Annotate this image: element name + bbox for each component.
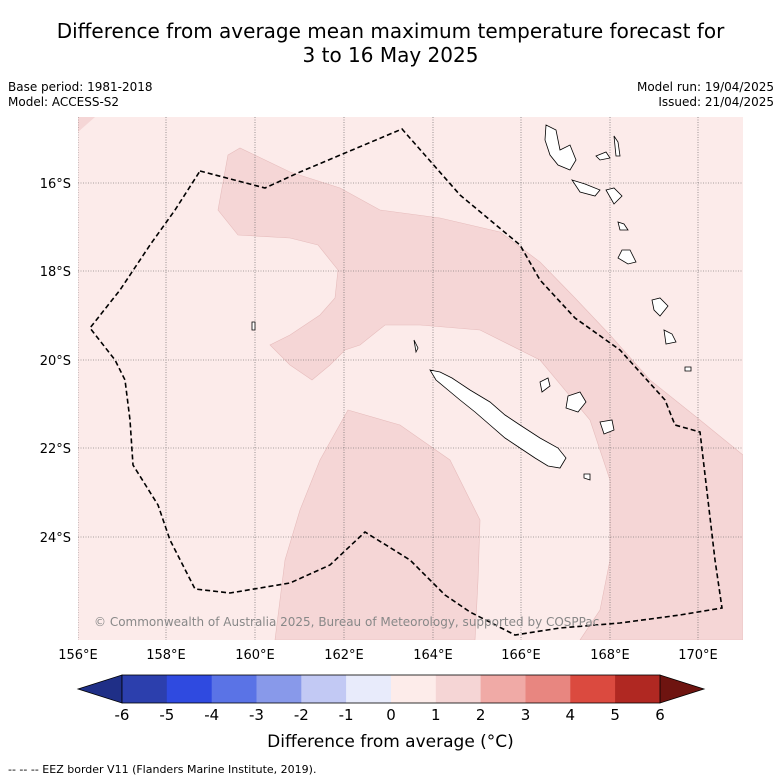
map-plot-area bbox=[78, 117, 743, 640]
colorbar: -6 -5 -4 -3 -2 -1 0 1 2 3 4 5 6 bbox=[76, 674, 706, 724]
colorbar-tick-label: -5 bbox=[159, 706, 174, 724]
colorbar-title: Difference from average (°C) bbox=[267, 732, 514, 752]
base-period: Base period: 1981-2018 bbox=[8, 80, 153, 94]
colorbar-segment bbox=[211, 675, 257, 703]
anomaly-patch-nw bbox=[78, 117, 95, 132]
lon-label-158: 158°E bbox=[146, 648, 186, 663]
colorbar-segment bbox=[346, 675, 392, 703]
map-title: Difference from average mean maximum tem… bbox=[0, 19, 781, 67]
graticule bbox=[78, 117, 743, 640]
lon-label-168: 168°E bbox=[590, 648, 630, 663]
isle-of-pines bbox=[583, 473, 591, 481]
eez-legend-footer: -- -- -- EEZ border V11 (Flanders Marine… bbox=[8, 763, 317, 776]
colorbar-segment bbox=[435, 675, 481, 703]
colorbar-tick-label: -3 bbox=[249, 706, 264, 724]
colorbar-arrow-low bbox=[76, 674, 123, 704]
colorbar-segment bbox=[391, 675, 437, 703]
ouvea-island bbox=[539, 377, 551, 393]
lat-label-24: 24°S bbox=[40, 531, 71, 546]
lat-label-22: 22°S bbox=[40, 442, 71, 457]
meta-right: Model run: 19/04/2025 Issued: 21/04/2025 bbox=[637, 80, 774, 110]
model-run: Model run: 19/04/2025 bbox=[636, 80, 774, 94]
vanuatu-islands bbox=[544, 124, 692, 372]
colorbar-tick-label: 6 bbox=[655, 706, 665, 724]
anomaly-band-north bbox=[217, 147, 743, 640]
lon-label-162: 162°E bbox=[324, 648, 364, 663]
colorbar-segment bbox=[615, 675, 661, 703]
colorbar-segment bbox=[122, 675, 168, 703]
colorbar-arrow-high bbox=[659, 674, 706, 704]
colorbar-tick-label: 3 bbox=[521, 706, 531, 724]
lat-label-18: 18°S bbox=[40, 265, 71, 280]
lon-label-160: 160°E bbox=[235, 648, 275, 663]
colorbar-tick-label: -2 bbox=[294, 706, 309, 724]
colorbar-segment bbox=[256, 675, 302, 703]
colorbar-tick-label: 5 bbox=[610, 706, 620, 724]
title-line-1: Difference from average mean maximum tem… bbox=[56, 19, 725, 43]
colorbar-tick-label: 4 bbox=[566, 706, 576, 724]
lat-label-20: 20°S bbox=[40, 354, 71, 369]
colorbar-segment bbox=[480, 675, 526, 703]
colorbar-segment bbox=[166, 675, 212, 703]
lifou-island bbox=[565, 391, 587, 413]
anomaly-band-south bbox=[274, 409, 481, 640]
colorbar-tick-label: 0 bbox=[386, 706, 396, 724]
colorbar-segment bbox=[525, 675, 571, 703]
colorbar-tick-label: -6 bbox=[115, 706, 130, 724]
chesterfield-islet bbox=[251, 321, 256, 331]
colorbar-tick-label: 2 bbox=[476, 706, 486, 724]
lon-label-170: 170°E bbox=[678, 648, 718, 663]
colorbar-outline bbox=[121, 674, 661, 704]
model-name: Model: ACCESS-S2 bbox=[8, 95, 120, 109]
colorbar-tick-label: -1 bbox=[339, 706, 354, 724]
colorbar-tick-label: 1 bbox=[431, 706, 441, 724]
lon-label-166: 166°E bbox=[501, 648, 541, 663]
belep-islet bbox=[413, 339, 419, 354]
mare-island bbox=[599, 419, 615, 435]
colorbar-tick-label: -4 bbox=[204, 706, 219, 724]
colorbar-segment bbox=[570, 675, 616, 703]
copyright-notice: © Commonwealth of Australia 2025, Bureau… bbox=[94, 615, 599, 629]
issued-date: Issued: 21/04/2025 bbox=[658, 95, 774, 109]
new-caledonia-island bbox=[429, 369, 567, 469]
lon-label-156: 156°E bbox=[58, 648, 98, 663]
lon-label-164: 164°E bbox=[413, 648, 453, 663]
lat-label-16: 16°S bbox=[40, 177, 71, 192]
title-line-2: 3 to 16 May 2025 bbox=[302, 43, 479, 67]
colorbar-segment bbox=[301, 675, 347, 703]
meta-left: Base period: 1981-2018 Model: ACCESS-S2 bbox=[8, 80, 153, 110]
